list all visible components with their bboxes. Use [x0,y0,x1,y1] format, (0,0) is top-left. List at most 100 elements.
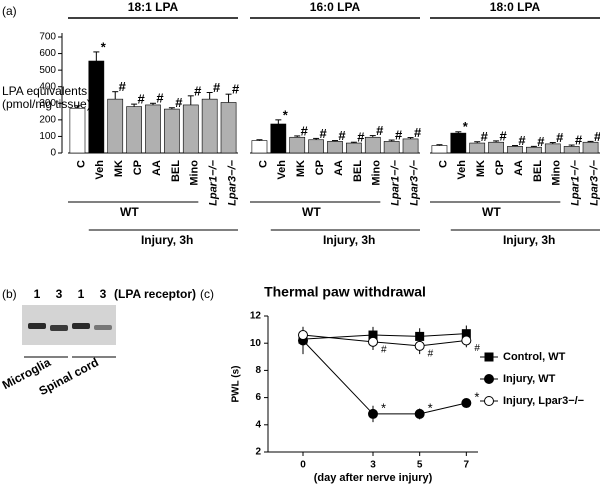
y-tick-label: 0 [50,148,56,159]
x-tick-label: 0 [300,460,306,471]
significance-marker: * [428,400,433,415]
x-tick-label: C [257,160,269,168]
x-tick-label: C [437,160,449,168]
y-tick-label: 100 [39,131,56,142]
data-point [461,335,472,346]
y-axis-label: LPA equivalents [2,84,87,98]
significance-marker: # [395,128,403,143]
x-tick-label: Lpar3−/− [226,159,238,205]
significance-marker: * [463,119,469,134]
significance-marker: # [357,130,365,145]
gel-band [50,325,68,331]
x-tick-label: BEL [352,160,364,182]
bar [220,102,237,154]
bar [270,123,287,154]
y-tick-label: 8 [255,365,261,376]
legend-marker [484,396,494,406]
y-tick-label: 2 [255,447,261,458]
x-tick-label: AA [151,160,163,176]
y-tick-label: 300 [39,98,56,109]
bar [251,140,268,154]
y-tick-label: 10 [250,338,262,349]
x-tick-label: 5 [417,460,423,471]
bar [450,132,467,154]
significance-marker: * [381,400,386,415]
y-tick-label: 12 [250,311,262,322]
y-tick-label: 6 [255,392,261,403]
significance-marker: * [283,107,289,122]
x-axis-label: (day after nerve injury) [314,472,433,484]
x-tick-label: BEL [170,160,182,182]
x-tick-label: Lpar1−/− [390,159,402,205]
y-tick-label: 700 [39,32,56,43]
gel-band [94,325,112,330]
significance-marker: # [175,95,183,110]
significance-marker: # [119,79,127,94]
significance-marker: # [213,80,221,95]
significance-marker: # [301,123,309,138]
lane-label: 1 [78,287,85,301]
x-tick-label: Lpar3−/− [588,159,600,205]
bar [308,139,324,154]
significance-marker: # [575,132,583,147]
bar [164,108,180,154]
x-tick-label: CP [132,160,144,175]
x-tick-label: Lpar1−/− [570,159,582,205]
y-tick-label: 500 [39,65,56,76]
group-label: WT [120,205,139,219]
y-tick-label: 400 [39,81,56,92]
y-axis-label: (pmol/mg tissue) [2,97,91,111]
significance-marker: # [156,91,164,106]
x-tick-label: Mino [371,160,383,186]
x-tick-label: Veh [456,160,468,180]
data-point [368,408,378,419]
bar [289,136,306,154]
lane-label: 3 [56,287,63,301]
x-tick-label: AA [513,160,525,176]
significance-marker: # [481,129,489,144]
significance-marker: # [518,133,526,148]
significance-marker: # [232,82,240,97]
y-axis-label: PWL (s) [231,365,242,402]
x-tick-label: Lpar1−/− [208,159,220,205]
legend-marker [484,374,494,384]
bar [88,60,105,154]
bar [469,142,486,154]
bar [182,104,199,154]
x-tick-label: MK [295,160,307,177]
panel-label: (a) [2,4,17,18]
y-tick-label: 200 [39,114,56,125]
legend-marker [484,352,494,362]
x-tick-label: AA [333,160,345,176]
lane-label: 3 [100,287,107,301]
bar [582,141,599,154]
x-tick-label: BEL [532,160,544,182]
data-point [461,398,472,409]
gel-band [28,323,46,329]
gel-band [72,323,90,329]
bar [126,106,142,154]
x-tick-label: C [75,160,87,168]
data-point [414,408,425,419]
group-label: WT [302,205,321,219]
bar [69,107,86,154]
x-tick-label: Veh [94,160,106,180]
group-title: 18:1 LPA [128,0,179,14]
x-tick-label: Mino [551,160,563,186]
significance-marker: # [414,125,422,140]
x-tick-label: 3 [370,460,376,471]
bar [431,145,448,154]
series-line [302,340,467,415]
significance-marker: # [474,343,480,354]
legend-label: Control, WT [503,351,566,363]
lane-note: (LPA receptor) [114,287,196,301]
significance-marker: # [594,129,600,144]
significance-marker: # [338,128,346,143]
lane-label: 1 [34,287,41,301]
x-tick-label: CP [494,160,506,175]
significance-marker: # [499,128,507,143]
significance-marker: * [101,39,107,54]
significance-marker: # [319,126,327,141]
y-tick-label: 4 [255,419,261,430]
